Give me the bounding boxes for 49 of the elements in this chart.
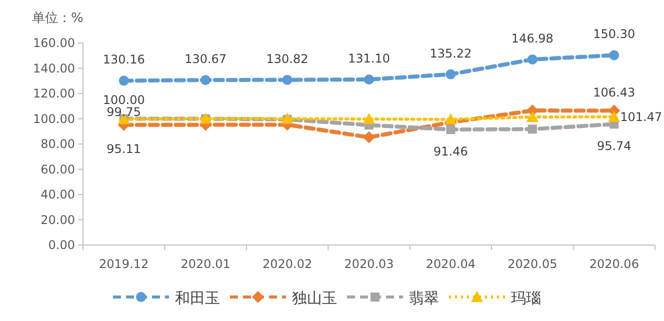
data-label: 91.46: [434, 144, 468, 159]
y-tick-label: 0.00: [48, 238, 75, 252]
y-tick-label: 100.00: [33, 112, 75, 126]
data-label: 101.47: [620, 110, 662, 124]
point: [608, 110, 620, 122]
point: [446, 69, 456, 80]
point: [446, 125, 456, 134]
point: [528, 124, 537, 134]
data-label: 95.74: [596, 139, 632, 154]
data-label: 100.00: [102, 92, 145, 107]
data-label: 95.11: [106, 142, 142, 156]
data-label: 106.43: [593, 86, 636, 100]
y-tick-label: 120.00: [33, 86, 75, 100]
x-tick-label: 2020.06: [589, 257, 639, 271]
point: [527, 54, 538, 64]
point: [526, 110, 538, 122]
x-tick-label: 2020.02: [262, 257, 312, 271]
y-tick-label: 160.00: [33, 36, 75, 50]
x-tick-label: 2020.01: [180, 257, 230, 271]
data-label: 135.22: [430, 46, 472, 60]
data-label: 146.98: [511, 31, 554, 46]
y-tick-label: 80.00: [40, 137, 75, 151]
y-tick-label: 40.00: [40, 188, 75, 202]
legend-label: 和田玉: [175, 289, 220, 307]
point: [118, 76, 129, 86]
data-label: 131.10: [348, 51, 390, 66]
data-label: 130.16: [102, 52, 145, 67]
ylabel: 单位：%: [32, 11, 84, 26]
legend-label: 玛瑙: [511, 289, 541, 307]
y-tick-label: 140.00: [33, 61, 75, 76]
legend-label: 翡翠: [409, 289, 439, 307]
point: [282, 74, 292, 85]
data-label: 130.67: [184, 52, 227, 66]
point: [444, 113, 457, 124]
point: [200, 75, 211, 86]
y-tick-label: 20.00: [40, 212, 75, 227]
data-label: 130.82: [266, 52, 308, 66]
point: [363, 131, 375, 144]
x-tick-label: 2020.03: [344, 257, 394, 271]
y-tick-label: 60.00: [40, 162, 75, 176]
point: [609, 50, 620, 60]
x-tick-label: 2019.12: [99, 257, 149, 271]
point: [364, 74, 374, 84]
point: [363, 113, 375, 124]
data-label: 99.75: [106, 105, 142, 120]
x-tick-label: 2020.04: [426, 257, 476, 271]
data-label: 150.30: [593, 27, 636, 42]
x-tick-label: 2020.05: [508, 257, 558, 271]
legend-label: 独山玉: [292, 289, 337, 307]
